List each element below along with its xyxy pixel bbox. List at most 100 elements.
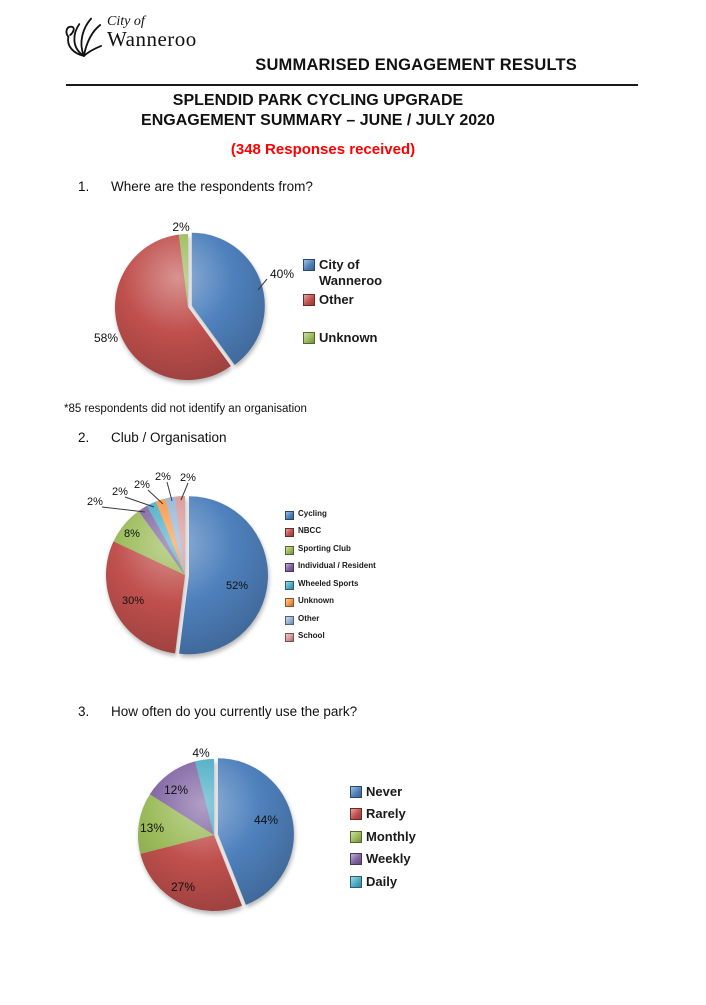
legend-label: School xyxy=(298,631,325,640)
legend-swatch-icon xyxy=(350,853,362,865)
pie-label-cycling: 52% xyxy=(226,580,248,592)
legend-item-unknown: Unknown xyxy=(285,596,418,607)
pie-label-never: 44% xyxy=(254,813,278,827)
responses-received: (348 Responses received) xyxy=(230,141,416,158)
pie-slice-weekly xyxy=(149,761,214,835)
legend-item-nbcc: NBCC xyxy=(285,526,418,537)
document-title-line1: SPLENDID PARK CYCLING UPGRADE xyxy=(172,92,464,109)
label-leader-line xyxy=(101,506,146,513)
pie xyxy=(138,758,294,911)
pie-svg-1: 40% 58% 2% xyxy=(94,220,294,381)
pie-slice-school xyxy=(175,496,185,575)
pie-label-weekly: 12% xyxy=(164,783,188,797)
legend-item-other: Other xyxy=(285,614,418,625)
legend-label: Unknown xyxy=(298,596,334,605)
pie xyxy=(105,496,268,655)
pie-slice-never xyxy=(217,758,294,905)
pie-slice-unknown xyxy=(155,498,185,575)
question-1: 1. Where are the respondents from? xyxy=(78,179,313,194)
logo-text: City of Wanneroo xyxy=(107,14,197,51)
pie-label-unknown: 2% xyxy=(172,220,190,234)
legend-swatch-icon xyxy=(285,633,294,642)
legend-label: Individual / Resident xyxy=(298,561,376,570)
legend-item-unknown: Unknown xyxy=(303,330,403,346)
logo-text-city-of: City of xyxy=(107,14,145,29)
legend-swatch-icon xyxy=(285,563,294,572)
legend-label: Daily xyxy=(366,874,398,889)
legend-label: Unknown xyxy=(319,330,378,345)
legend-label: Wheeled Sports xyxy=(298,579,359,588)
legend-swatch-icon xyxy=(285,598,294,607)
document-title: SPLENDID PARK CYCLING UPGRADE ENGAGEMENT… xyxy=(63,91,573,131)
report-title: SUMMARISED ENGAGEMENT RESULTS xyxy=(255,56,577,74)
question-2-text: Club / Organisation xyxy=(111,430,227,445)
pie-svg-3: 44% 27% 13% 12% 4% xyxy=(138,746,294,911)
pie-slice-daily xyxy=(195,759,214,835)
legend-swatch-icon xyxy=(285,528,294,537)
legend-item-other: Other xyxy=(303,292,403,308)
legend-swatch-icon xyxy=(285,546,294,555)
question-2-number: 2. xyxy=(78,430,90,445)
legend-item-weekly: Weekly xyxy=(350,851,456,867)
pie-slice-wheeled-sports xyxy=(146,501,185,575)
pie-label-individual-resident: 2% xyxy=(87,496,103,508)
legend-swatch-icon xyxy=(350,831,362,843)
pie-slice-cycling xyxy=(179,496,268,655)
legend-label: Never xyxy=(366,784,403,799)
label-leader-line xyxy=(166,481,173,502)
legend-item-individual-resident: Individual / Resident xyxy=(285,561,418,572)
footnote: *85 respondents did not identify an orga… xyxy=(64,403,307,415)
pie-label-daily: 4% xyxy=(192,746,210,760)
legend-label: Weekly xyxy=(366,851,411,866)
label-leader-line xyxy=(147,489,164,505)
logo-text-wanneroo: Wanneroo xyxy=(107,27,197,51)
pie-slice-sporting-club xyxy=(113,511,185,575)
kangaroo-paw-icon xyxy=(65,17,102,57)
question-2: 2. Club / Organisation xyxy=(78,430,227,445)
pie-label-other: 58% xyxy=(94,331,118,345)
legend-swatch-icon xyxy=(303,332,315,344)
legend-item-cycling: Cycling xyxy=(285,509,418,520)
question-3-text: How often do you currently use the park? xyxy=(111,704,358,719)
pie-label-sporting-club: 8% xyxy=(124,528,140,540)
legend-label: Monthly xyxy=(366,829,416,844)
city-of-wanneroo-logo: City of Wanneroo xyxy=(62,12,197,58)
legend-label: Sporting Club xyxy=(298,544,351,553)
pie-slice-other xyxy=(114,234,231,381)
pie-slice-individual-resident xyxy=(138,505,185,575)
legend-label: Cycling xyxy=(298,509,327,518)
pie-slice-unknown xyxy=(178,234,188,307)
legend-item-city-of-wanneroo: City of Wanneroo xyxy=(303,257,403,290)
pie-label-city-of-wanneroo: 40% xyxy=(270,267,294,281)
legend-swatch-icon xyxy=(285,581,294,590)
pie-label-rarely: 27% xyxy=(171,880,195,894)
legend-label: Rarely xyxy=(366,806,406,821)
question-1-number: 1. xyxy=(78,179,90,194)
pie-slice-city-of-wanneroo xyxy=(191,232,265,365)
pie-label-nbcc: 30% xyxy=(122,595,144,607)
pie-slice-other xyxy=(165,496,185,575)
question-1-text: Where are the respondents from? xyxy=(111,179,313,194)
question-3: 3. How often do you currently use the pa… xyxy=(78,704,357,719)
legend-item-monthly: Monthly xyxy=(350,829,456,845)
legend-item-daily: Daily xyxy=(350,874,456,890)
legend-swatch-icon xyxy=(350,786,362,798)
legend-swatch-icon xyxy=(350,876,362,888)
legend-item-sporting-club: Sporting Club xyxy=(285,544,418,555)
pie-slice-monthly xyxy=(138,794,214,854)
legend-item-wheeled-sports: Wheeled Sports xyxy=(285,579,418,590)
pie-label-monthly: 13% xyxy=(140,821,164,835)
pie-slice-nbcc xyxy=(105,541,185,654)
pie-slice-rarely xyxy=(140,835,242,911)
legend-swatch-icon xyxy=(285,616,294,625)
legend-item-never: Never xyxy=(350,784,456,800)
label-leader-line xyxy=(257,278,268,291)
legend-swatch-icon xyxy=(285,511,294,520)
pie xyxy=(114,232,265,381)
legend-label: Other xyxy=(298,614,320,623)
label-leader-line xyxy=(180,482,189,501)
legend-label: City of Wanneroo xyxy=(319,257,383,289)
header-rule xyxy=(66,84,638,86)
